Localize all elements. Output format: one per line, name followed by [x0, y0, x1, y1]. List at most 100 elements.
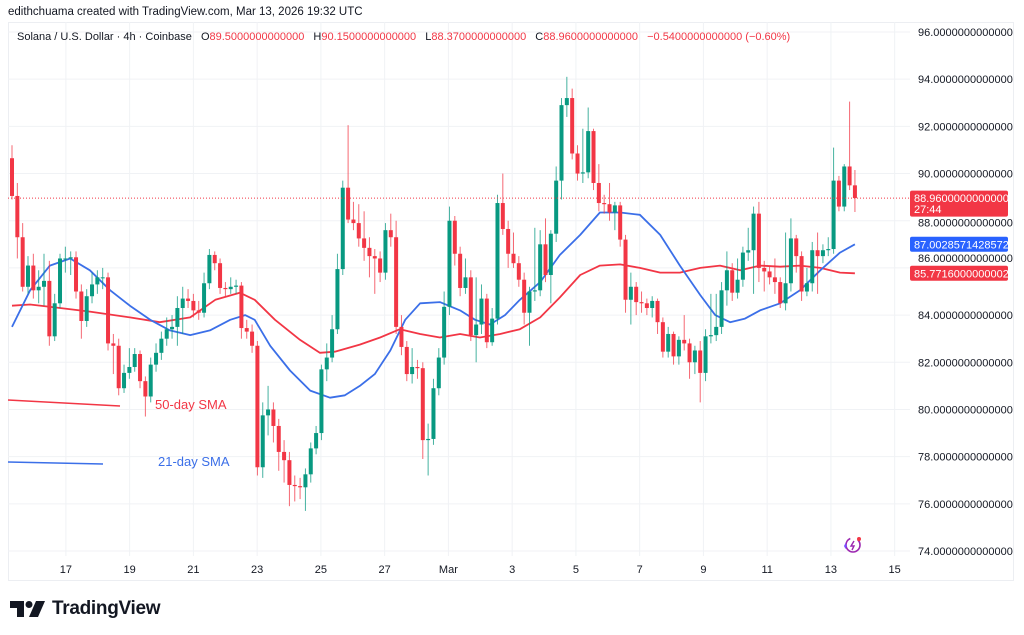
candle[interactable]: [298, 477, 303, 500]
candle[interactable]: [623, 234, 628, 313]
candle[interactable]: [554, 166, 559, 242]
candle[interactable]: [218, 258, 223, 294]
candle[interactable]: [708, 293, 713, 344]
candle[interactable]: [330, 315, 335, 363]
candle[interactable]: [404, 341, 409, 382]
candle[interactable]: [484, 293, 489, 349]
candle[interactable]: [36, 270, 41, 304]
candle[interactable]: [420, 362, 425, 459]
candle[interactable]: [159, 331, 164, 360]
candle[interactable]: [68, 251, 73, 275]
magic-icon[interactable]: [844, 537, 861, 553]
candle[interactable]: [228, 277, 233, 294]
candle[interactable]: [762, 260, 767, 292]
candle[interactable]: [340, 180, 345, 275]
candle[interactable]: [794, 234, 799, 273]
candle[interactable]: [324, 343, 329, 382]
candle[interactable]: [388, 213, 393, 247]
candle[interactable]: [287, 451, 292, 507]
candle[interactable]: [751, 206, 756, 294]
candle[interactable]: [836, 175, 841, 212]
candle[interactable]: [559, 98, 564, 200]
candle[interactable]: [308, 442, 313, 483]
candle[interactable]: [346, 125, 351, 224]
candle[interactable]: [847, 101, 852, 191]
candle[interactable]: [522, 272, 527, 325]
candle[interactable]: [47, 260, 52, 346]
candle[interactable]: [314, 425, 319, 455]
candle[interactable]: [20, 223, 25, 292]
candle[interactable]: [575, 145, 580, 181]
candle[interactable]: [660, 317, 665, 358]
candle[interactable]: [852, 170, 857, 212]
candle[interactable]: [383, 223, 388, 280]
candle[interactable]: [351, 201, 356, 231]
candle[interactable]: [650, 296, 655, 318]
candle[interactable]: [394, 220, 399, 334]
candle[interactable]: [42, 253, 47, 306]
candle[interactable]: [479, 284, 484, 334]
candle[interactable]: [202, 272, 207, 318]
candle[interactable]: [26, 256, 31, 294]
candle[interactable]: [63, 246, 68, 273]
candle[interactable]: [527, 286, 532, 346]
candle[interactable]: [58, 253, 63, 309]
time-axis[interactable]: 17 19 21 23 25 27 Mar 3 5 7 9 11 13 15: [60, 564, 901, 576]
candle[interactable]: [468, 270, 473, 342]
candle[interactable]: [335, 253, 340, 334]
candle[interactable]: [815, 232, 820, 294]
candle[interactable]: [415, 359, 420, 379]
candle[interactable]: [207, 249, 212, 290]
candle[interactable]: [644, 298, 649, 316]
candle[interactable]: [735, 258, 740, 299]
candle[interactable]: [639, 291, 644, 313]
candle[interactable]: [799, 251, 804, 301]
candle[interactable]: [367, 237, 372, 278]
candle[interactable]: [143, 376, 148, 417]
candle[interactable]: [772, 258, 777, 294]
candle[interactable]: [116, 338, 121, 396]
candle[interactable]: [580, 128, 585, 183]
candle[interactable]: [186, 289, 191, 309]
candle[interactable]: [90, 272, 95, 304]
candle[interactable]: [719, 282, 724, 334]
candle[interactable]: [714, 293, 719, 342]
candle[interactable]: [95, 270, 100, 294]
candle[interactable]: [511, 232, 516, 268]
candle[interactable]: [634, 282, 639, 316]
candle[interactable]: [122, 364, 127, 393]
candle[interactable]: [810, 241, 815, 292]
candle[interactable]: [271, 402, 276, 443]
candle[interactable]: [175, 296, 180, 346]
candle[interactable]: [506, 220, 511, 268]
candle[interactable]: [490, 308, 495, 346]
candle[interactable]: [607, 182, 612, 221]
candle[interactable]: [196, 300, 201, 320]
candle[interactable]: [564, 76, 569, 117]
candle[interactable]: [436, 348, 441, 396]
candle[interactable]: [671, 331, 676, 365]
candle[interactable]: [426, 423, 431, 476]
candle[interactable]: [831, 147, 836, 254]
candle[interactable]: [687, 338, 692, 379]
candle[interactable]: [692, 345, 697, 375]
candle[interactable]: [618, 201, 623, 247]
candle[interactable]: [783, 232, 788, 311]
candle[interactable]: [596, 164, 601, 212]
candle[interactable]: [591, 128, 596, 191]
candle[interactable]: [804, 267, 809, 297]
candle[interactable]: [399, 315, 404, 356]
candle[interactable]: [170, 315, 175, 339]
candle[interactable]: [676, 336, 681, 365]
candle[interactable]: [127, 348, 132, 379]
candle[interactable]: [431, 378, 436, 445]
tradingview-logo[interactable]: TradingView: [10, 598, 161, 620]
candle[interactable]: [730, 263, 735, 301]
candle[interactable]: [74, 251, 79, 299]
candle[interactable]: [666, 326, 671, 358]
candle[interactable]: [612, 201, 617, 231]
candle[interactable]: [362, 211, 367, 261]
candle[interactable]: [164, 317, 169, 346]
candle[interactable]: [746, 227, 751, 261]
candle[interactable]: [495, 194, 500, 325]
